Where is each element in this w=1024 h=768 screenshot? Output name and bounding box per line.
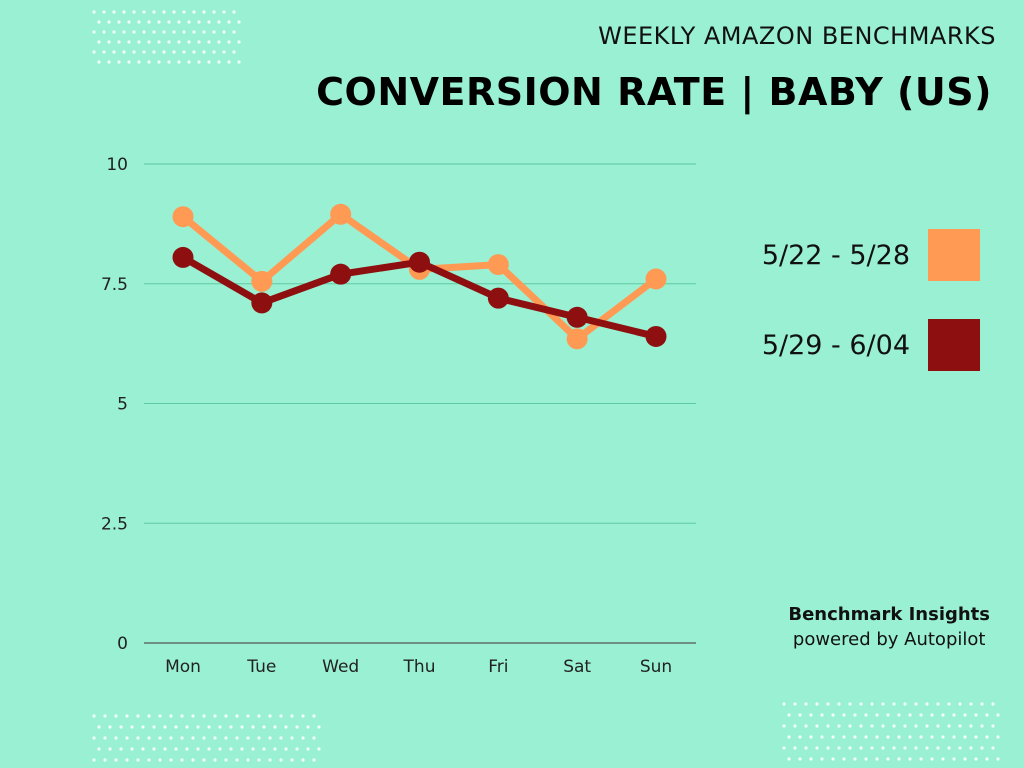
y-tick-label: 10: [106, 155, 128, 175]
legend-item-series-1: 5/22 - 5/28: [762, 228, 980, 282]
y-tick-label: 7.5: [101, 275, 128, 295]
x-tick-label: Fri: [488, 657, 508, 677]
data-point-series-2: [487, 287, 509, 309]
data-point-series-2: [645, 325, 667, 347]
data-point-series-1: [645, 268, 667, 290]
y-tick-label: 0: [117, 634, 128, 654]
decorative-dots-bottom-right: [782, 702, 1000, 761]
data-point-series-2: [172, 246, 194, 268]
y-tick-label: 2.5: [101, 514, 128, 534]
chart-supertitle: WEEKLY AMAZON BENCHMARKS: [598, 22, 996, 50]
x-tick-label: Thu: [403, 657, 436, 677]
x-tick-label: Wed: [322, 657, 359, 677]
data-point-series-1: [172, 206, 194, 228]
x-tick-label: Mon: [165, 657, 201, 677]
data-point-series-2: [251, 292, 273, 314]
legend-item-series-2: 5/29 - 6/04: [762, 318, 980, 372]
line-chart: 0 2.5 5 7.5 10 Mon Tue Wed Thu Fri Sat Sun: [101, 155, 696, 677]
x-tick-label: Sun: [640, 657, 672, 677]
credit-block: Benchmark Insights powered by Autopilot: [788, 604, 990, 650]
legend-swatch: [928, 229, 980, 281]
credit-subtitle: powered by Autopilot: [792, 629, 986, 650]
data-point-series-2: [330, 263, 352, 285]
data-point-series-1: [566, 328, 588, 350]
legend-label: 5/29 - 6/04: [761, 329, 910, 361]
y-tick-label: 5: [117, 395, 128, 415]
x-tick-label: Sat: [563, 657, 591, 677]
chart-title: CONVERSION RATE | BABY (US): [316, 70, 992, 114]
data-point-series-2: [409, 251, 430, 273]
legend-label: 5/22 - 5/28: [761, 239, 910, 271]
data-point-series-1: [330, 203, 352, 225]
data-point-series-2: [566, 306, 588, 328]
credit-title: Benchmark Insights: [788, 604, 990, 625]
x-tick-label: Tue: [246, 657, 276, 677]
data-point-series-1: [487, 254, 509, 276]
decorative-dots-bottom-left: [92, 714, 321, 762]
data-point-series-1: [251, 270, 273, 292]
legend-swatch: [928, 319, 980, 371]
decorative-dots-top-left: [92, 10, 241, 64]
